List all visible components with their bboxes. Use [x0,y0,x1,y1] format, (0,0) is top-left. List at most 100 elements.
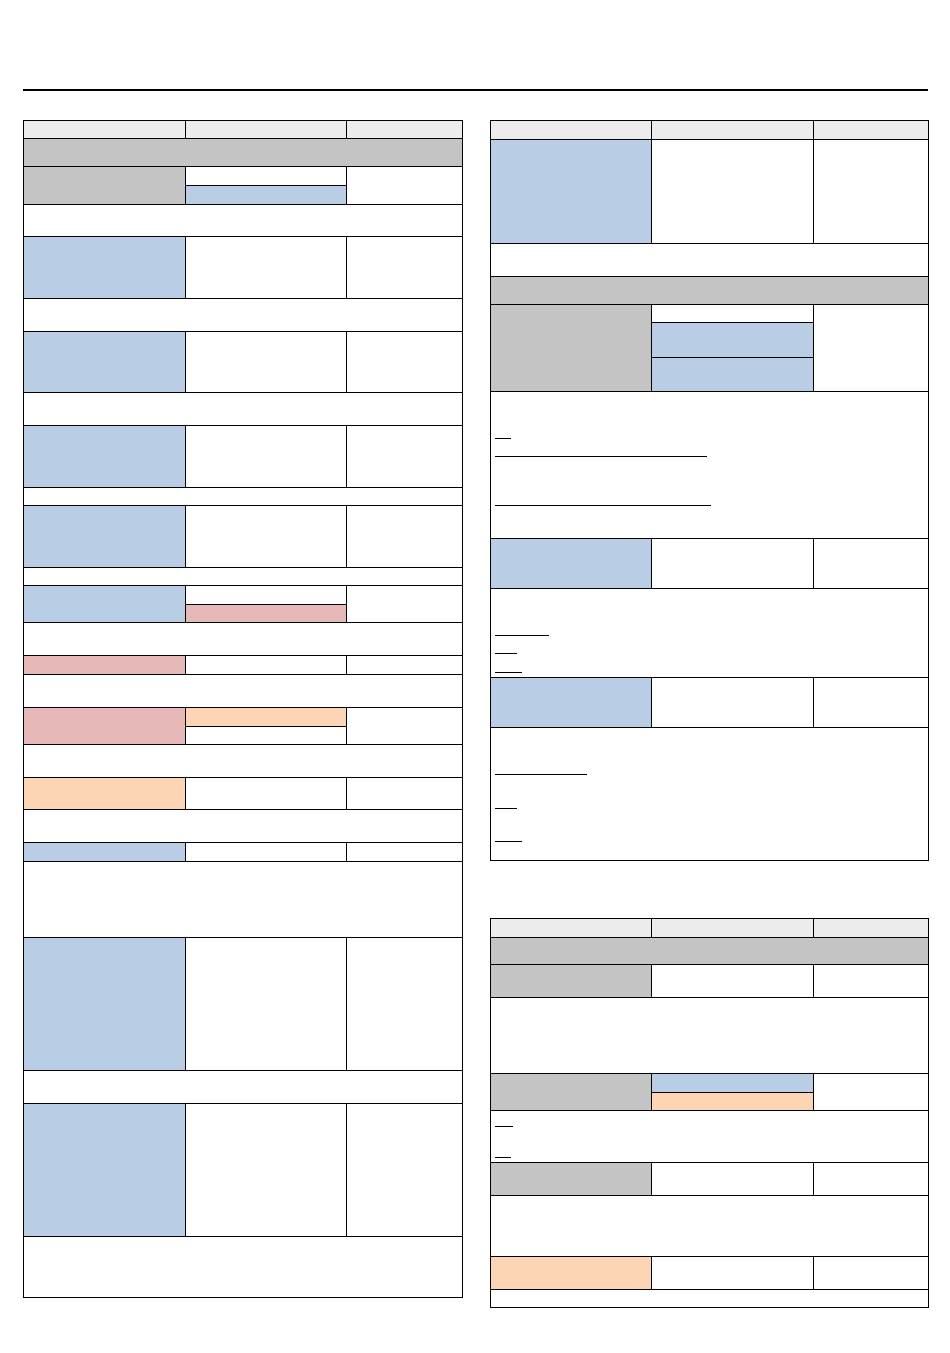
row-note-cell [346,1103,463,1237]
row-label-cell [490,964,652,998]
row-label-cell [490,304,652,392]
row-value-cell [185,185,347,205]
row-note-cell [346,707,463,745]
row-note-cell [346,777,463,810]
section-band [490,937,929,965]
row-value-cell [651,1162,814,1196]
row-label-cell [23,236,186,299]
underline-mark [495,672,522,673]
row-label-cell [490,1256,652,1290]
row-value-cell [185,505,347,568]
underline-mark [495,438,511,439]
full-width-row [490,243,929,277]
full-width-row [23,674,463,708]
row-note-cell [813,1256,929,1290]
underline-mark [495,653,517,654]
row-label-cell [23,425,186,488]
full-width-row [23,204,463,237]
full-width-row [23,298,463,332]
row-value-cell [185,166,347,186]
row-value-cell [185,655,347,675]
table-header-cell [490,120,652,140]
row-value-cell [651,304,814,323]
row-label-cell [23,505,186,568]
table-header-cell [490,918,652,938]
row-note-cell [346,166,463,205]
full-width-row [23,1236,463,1298]
row-label-cell [23,331,186,393]
row-value-cell [651,1256,814,1290]
full-width-row [490,1110,929,1163]
row-note-cell [813,964,929,998]
full-width-row [23,1070,463,1104]
underline-mark [495,1157,511,1158]
row-note-cell [346,655,463,675]
table-header-cell [651,120,814,140]
row-value-cell [651,1092,814,1111]
row-value-cell [651,139,814,244]
row-label-cell [23,937,186,1071]
row-value-cell [651,322,814,358]
row-label-cell [490,1073,652,1111]
row-value-cell [185,726,347,745]
underline-mark [495,841,522,842]
row-label-cell [490,538,652,589]
row-note-cell [346,842,463,862]
underline-mark [495,1126,513,1127]
table-header-cell [651,918,814,938]
row-note-cell [346,505,463,568]
row-value-cell [185,707,347,727]
row-note-cell [346,236,463,299]
row-label-cell [490,1162,652,1196]
table-header-cell [813,120,929,140]
full-width-row [23,861,463,938]
row-value-cell [185,842,347,862]
row-note-cell [813,1073,929,1111]
row-note-cell [346,937,463,1071]
full-width-row [490,588,929,678]
row-value-cell [185,604,347,623]
underline-mark [495,635,549,636]
row-label-cell [23,842,186,862]
full-width-row [490,997,929,1074]
full-width-row [490,727,929,861]
row-value-cell [185,585,347,605]
row-label-cell [23,777,186,810]
row-note-cell [346,425,463,488]
table-header-cell [813,918,929,938]
full-width-row [23,744,463,778]
row-note-cell [813,304,929,392]
full-width-row [490,1195,929,1257]
underline-mark [495,505,711,506]
row-label-cell [23,707,186,745]
row-label-cell [23,655,186,675]
full-width-row [23,487,463,506]
underline-mark [495,774,587,775]
row-value-cell [185,331,347,393]
row-note-cell [346,585,463,623]
full-width-row [23,567,463,586]
row-value-cell [185,1103,347,1237]
full-width-row [490,391,929,539]
underline-mark [495,808,517,809]
row-value-cell [651,677,814,728]
row-label-cell [490,677,652,728]
row-note-cell [346,331,463,393]
row-label-cell [490,139,652,244]
table-header-cell [23,120,186,139]
full-width-row [23,392,463,426]
table-header-cell [185,120,347,139]
row-note-cell [813,677,929,728]
row-value-cell [651,964,814,998]
row-value-cell [185,425,347,488]
full-width-row [490,1289,929,1308]
underline-mark [495,456,707,457]
full-width-row [23,622,463,656]
row-value-cell [651,357,814,392]
section-band [490,276,929,305]
row-value-cell [185,937,347,1071]
full-width-row [23,809,463,843]
row-note-cell [813,139,929,244]
row-value-cell [185,236,347,299]
row-note-cell [813,1162,929,1196]
